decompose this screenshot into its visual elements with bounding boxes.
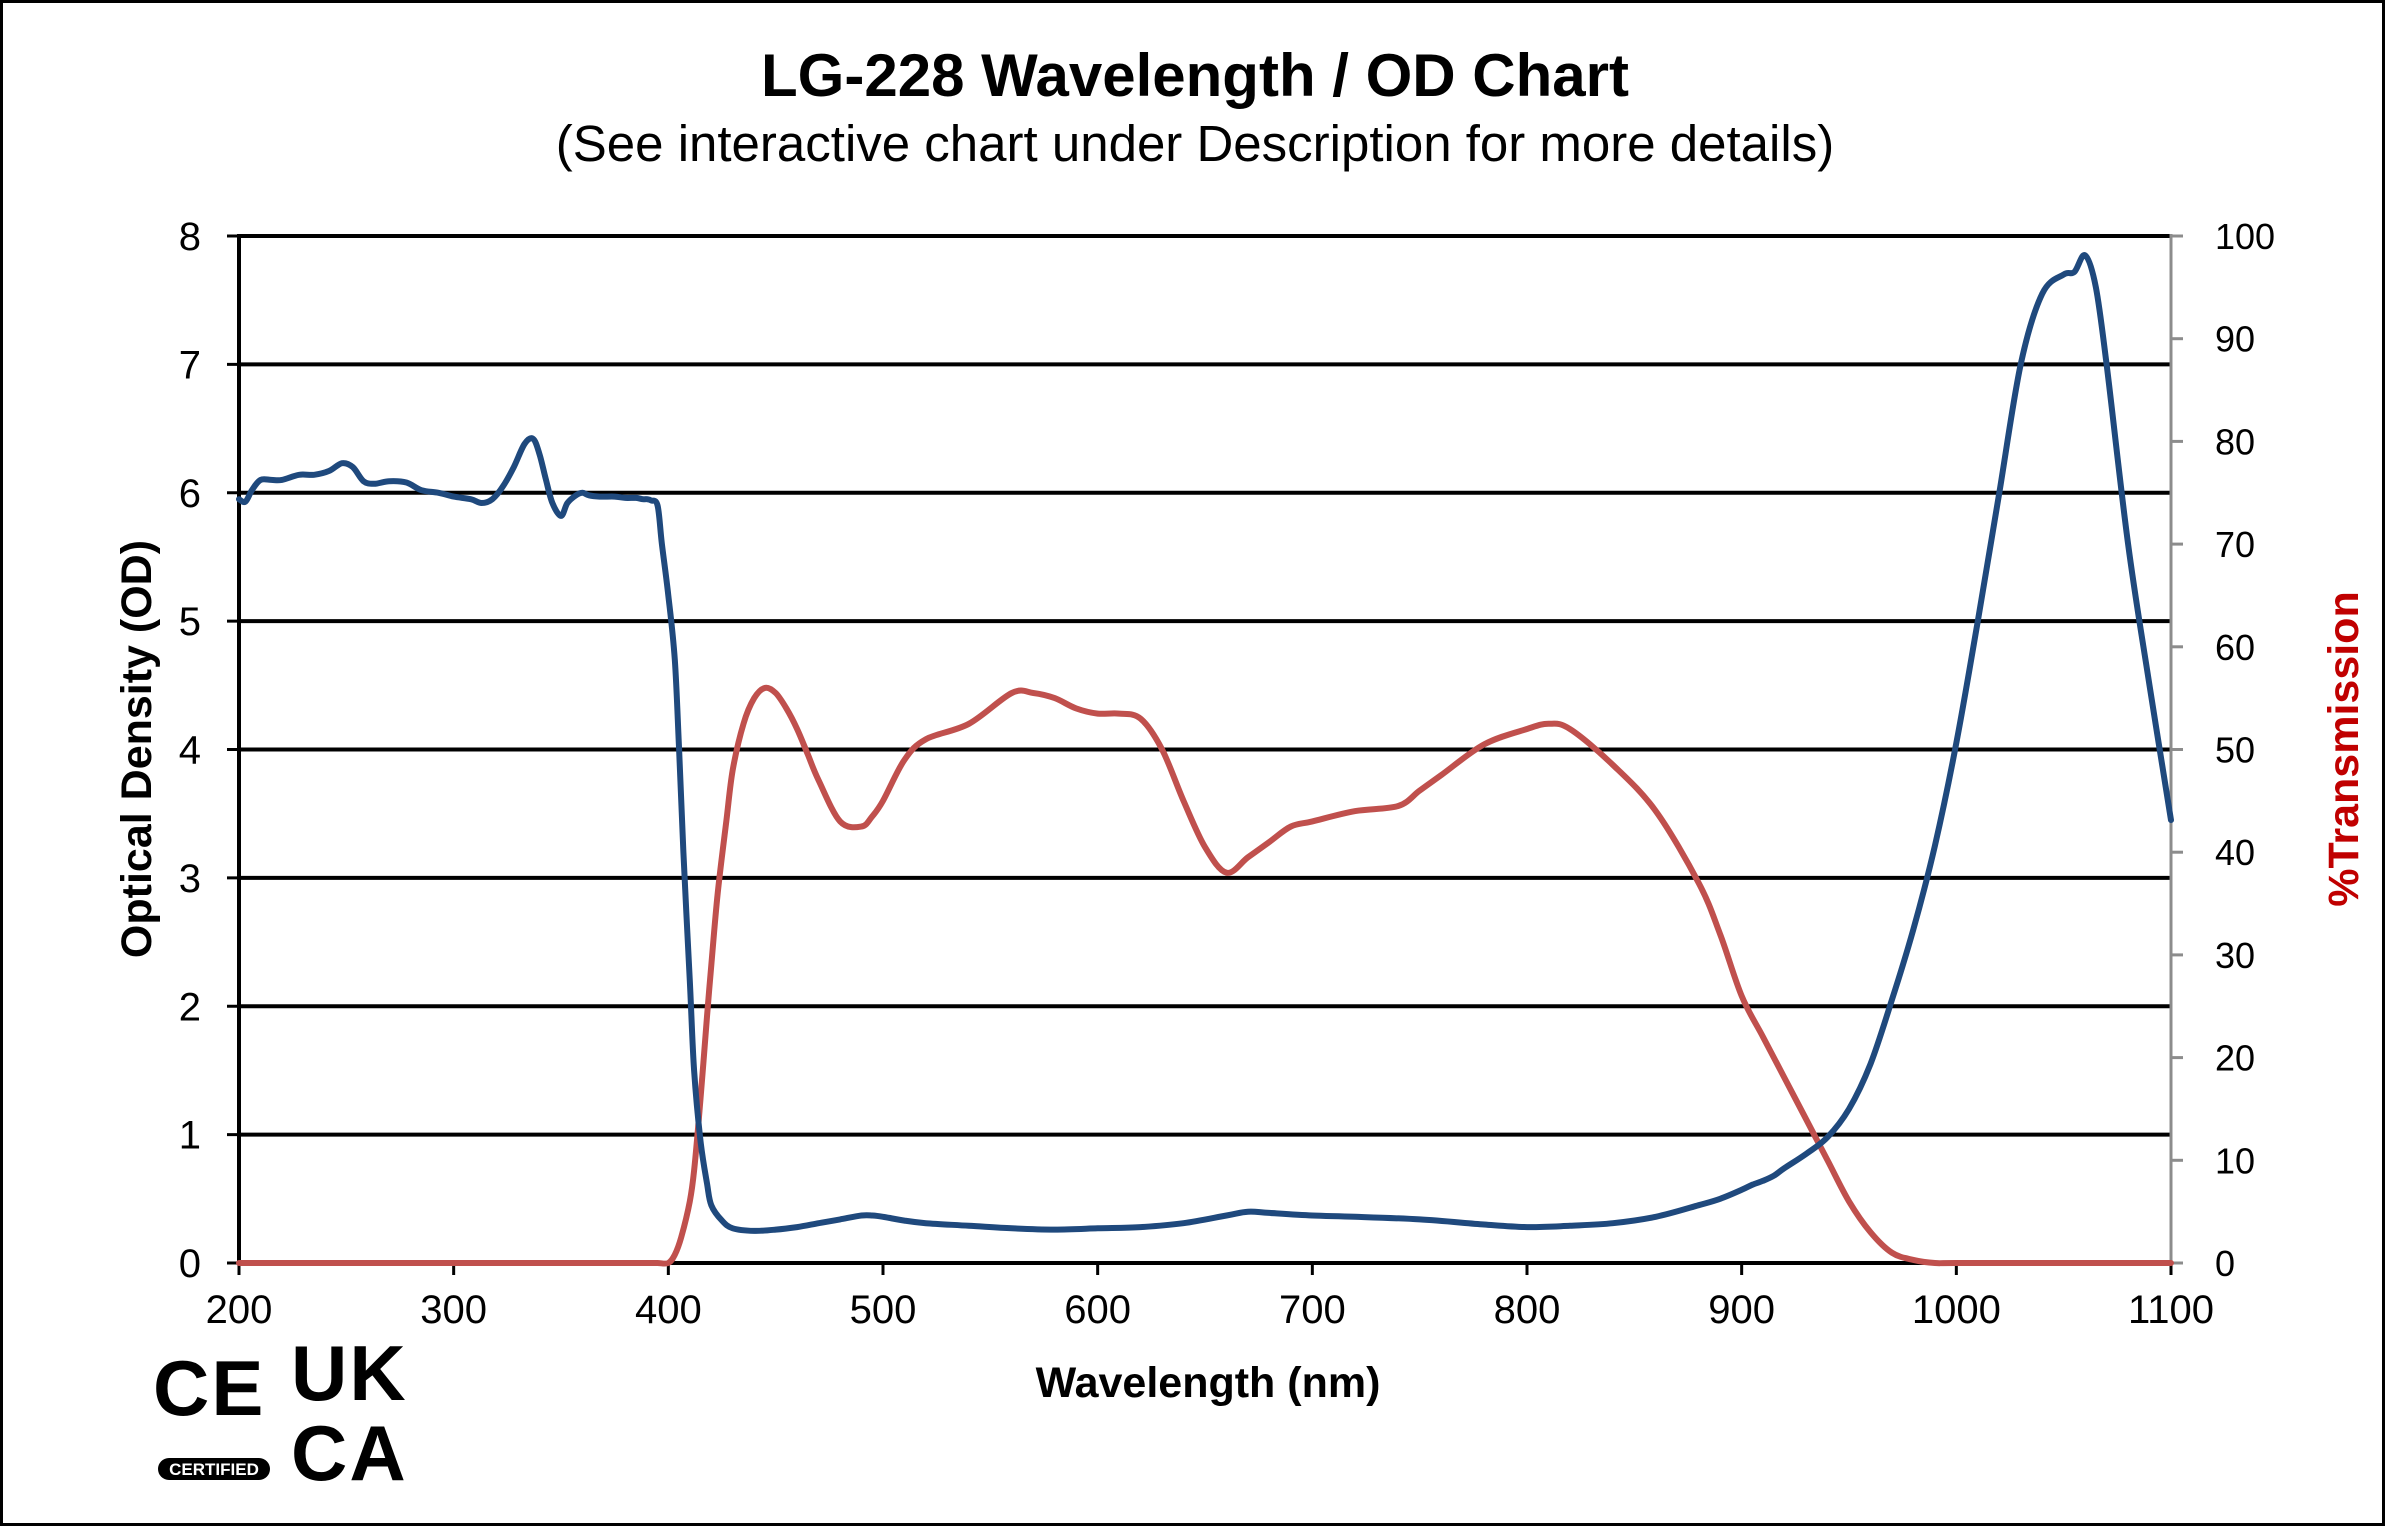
chart-title: LG-228 Wavelength / OD Chart [761,42,1629,109]
ce-caption-badge [158,1458,270,1480]
y2-tick-label: 0 [2215,1243,2235,1284]
x-tick-label: 400 [635,1288,702,1332]
y-tick-label: 4 [179,729,201,773]
gridlines [237,234,2173,1265]
certification-marks: CE CERTIFIED UK CA [153,1329,408,1497]
ce-mark: CE [153,1344,265,1432]
y2-tick-label: 60 [2215,627,2255,668]
y-tick-label: 8 [179,215,201,259]
y2-tick-label: 30 [2215,935,2255,976]
od-chart: LG-228 Wavelength / OD Chart (See intera… [113,42,2368,1497]
x-tick-label: 1100 [2128,1288,2214,1332]
y2-tick-label: 10 [2215,1140,2255,1181]
y2-axis-label: %Transmission [2320,591,2368,906]
x-tick-label: 500 [850,1288,917,1332]
y-tick-label: 2 [179,985,201,1029]
x-tick-label: 600 [1064,1288,1131,1332]
y2-tick-label: 70 [2215,524,2255,565]
x-tick-label: 1000 [1912,1288,2001,1332]
y-axis-label: Optical Density (OD) [113,540,161,958]
ce-caption: CERTIFIED [169,1460,259,1479]
y-tick-label: 1 [179,1114,201,1158]
y2-tick-label: 90 [2215,319,2255,360]
chart-subtitle: (See interactive chart under Description… [556,115,1834,172]
x-tick-label: 900 [1708,1288,1775,1332]
y-tick-label: 7 [179,343,201,387]
x-tick-label: 700 [1279,1288,1346,1332]
ukca-mark-top: UK [291,1329,408,1417]
x-tick-label: 300 [420,1288,487,1332]
series-lines [236,252,2174,1267]
y2-tick-label: 50 [2215,730,2255,771]
y2-tick-label: 100 [2215,216,2275,257]
y2-tick-label: 80 [2215,421,2255,462]
left-axis-ticks: 0 1 2 3 4 5 6 7 8 [179,215,239,1286]
ukca-mark-bottom: CA [291,1409,408,1497]
y-tick-label: 0 [179,1242,201,1286]
optical-density-series-line [236,252,2174,1234]
y-tick-label: 3 [179,857,201,901]
x-tick-label: 800 [1494,1288,1561,1332]
right-axis-ticks: 0 10 20 30 40 50 60 70 80 90 100 [2171,216,2275,1284]
y-tick-label: 5 [179,600,201,644]
transmission-series-line [236,684,2174,1267]
y-tick-label: 6 [179,472,201,516]
x-axis-label: Wavelength (nm) [1036,1359,1381,1407]
x-axis-ticks: 200 300 400 500 600 700 800 900 1000 1100 [206,1263,2214,1332]
y2-tick-label: 20 [2215,1038,2255,1079]
y2-tick-label: 40 [2215,832,2255,873]
x-tick-label: 200 [206,1288,273,1332]
